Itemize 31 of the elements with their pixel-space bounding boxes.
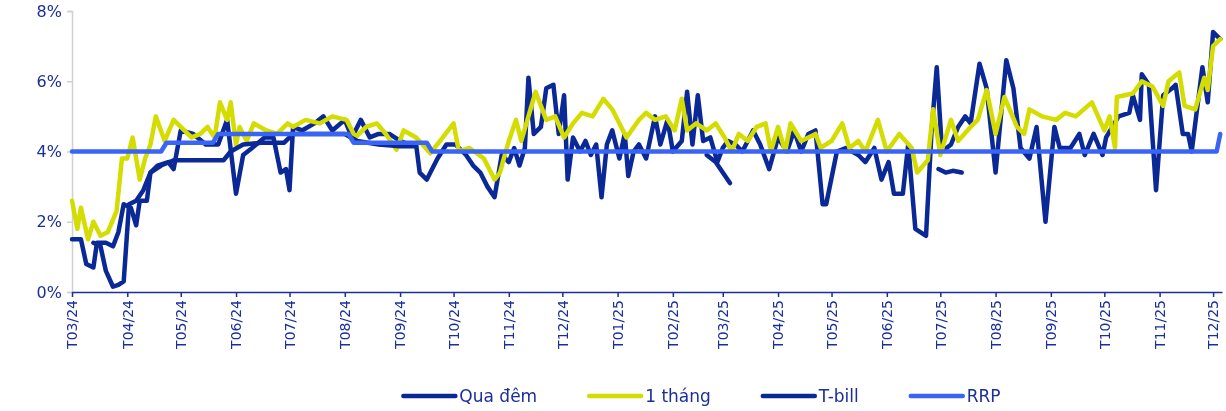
x-tick-label: T12/24 [554,299,571,350]
legend-label: RRP [966,386,1001,406]
x-tick-label: T09/24 [392,299,409,350]
y-tick-label: 6% [36,71,62,91]
x-tick-label: T03/24 [64,299,81,350]
x-tick-label: T10/25 [1096,300,1113,350]
x-tick-label: T02/25 [665,300,682,350]
x-tick-label: T09/25 [1043,300,1060,350]
x-tick-label: T04/24 [119,299,136,350]
x-tick-label: T12/25 [1205,300,1222,350]
x-tick-label: T06/25 [879,300,896,350]
x-tick-label: T03/25 [715,300,732,350]
y-tick-label: 0% [36,282,62,302]
x-tick-label: T11/24 [501,299,518,350]
x-tick-label: T01/25 [609,300,626,350]
y-tick-label: 2% [36,212,62,232]
x-tick-label: T06/24 [228,299,245,350]
x-tick-label: T08/24 [337,299,354,350]
y-tick-label: 8% [36,1,62,21]
x-tick-label: T10/24 [445,299,462,350]
legend-label: Qua đêm [459,386,538,406]
y-tick-label: 4% [36,142,62,162]
x-tick-label: T05/24 [173,299,190,350]
legend-label: 1 tháng [645,386,711,406]
legend-label: T-bill [817,386,859,406]
x-tick-label: T05/25 [823,300,840,350]
x-tick-label: T08/25 [987,300,1004,350]
x-tick-label: T07/25 [932,300,949,350]
x-tick-label: T07/24 [281,299,298,350]
x-tick-label: T04/25 [770,300,787,350]
x-tick-label: T11/25 [1152,300,1168,350]
